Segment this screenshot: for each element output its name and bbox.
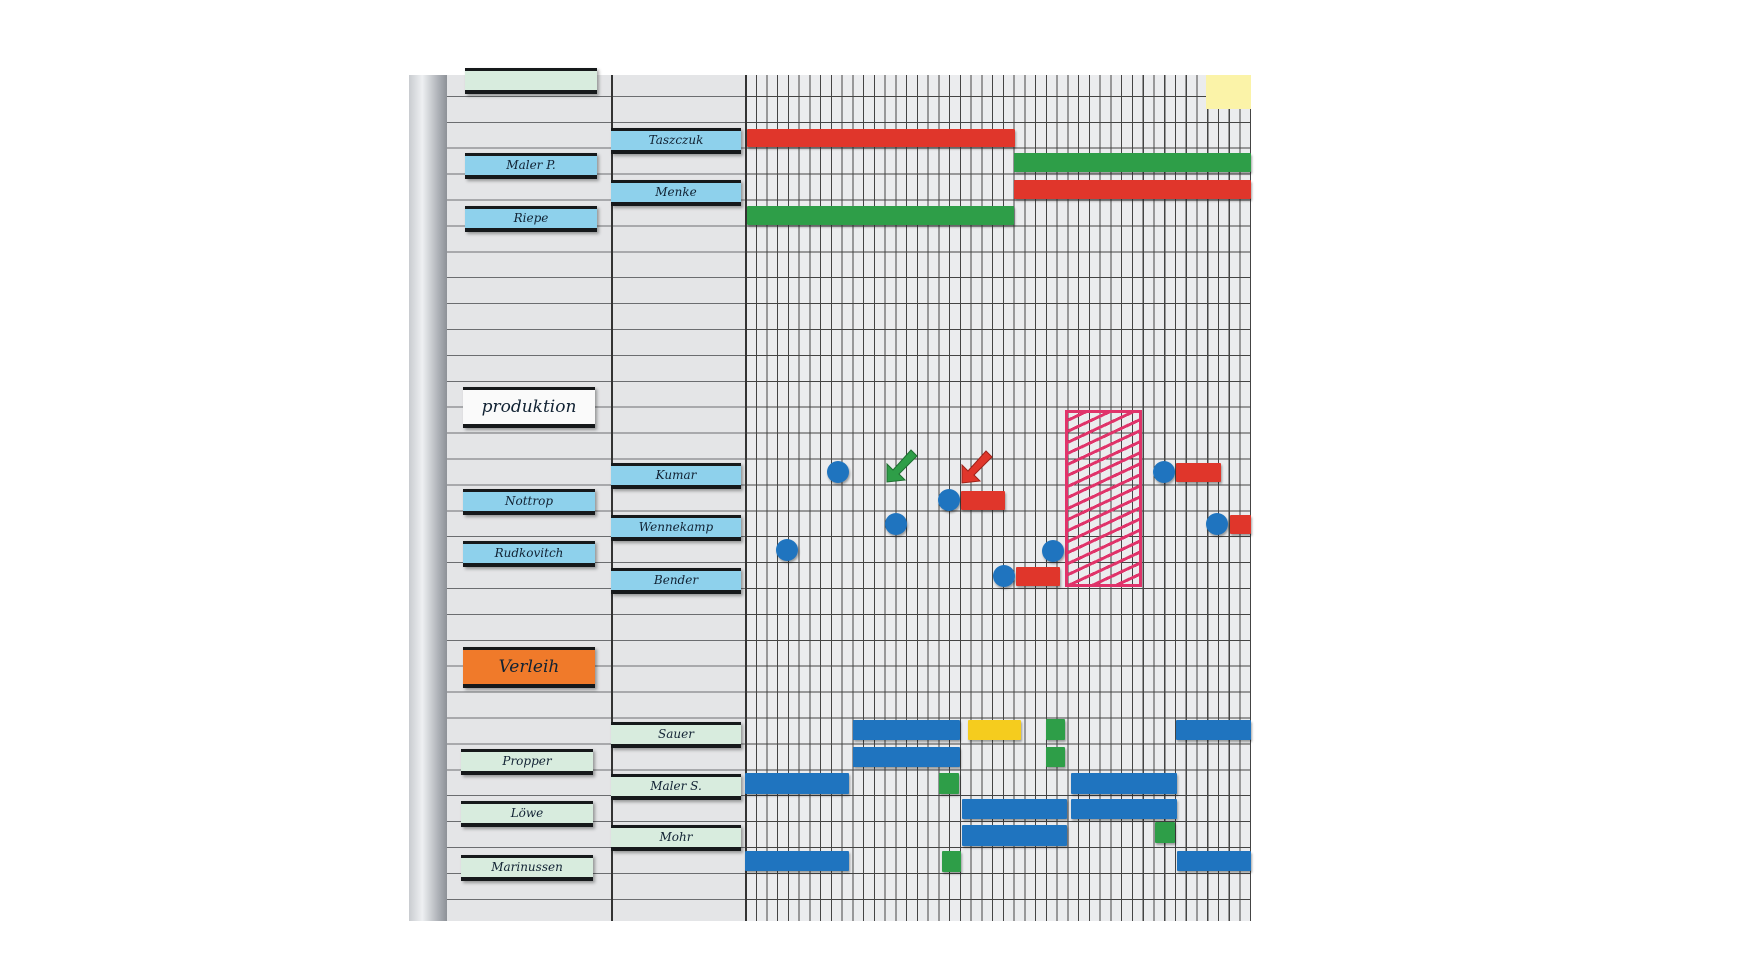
name-label[interactable]: Taszczuk bbox=[611, 128, 741, 154]
red-bar[interactable] bbox=[1016, 567, 1060, 586]
hatched-block bbox=[1065, 410, 1142, 587]
blue-bar[interactable] bbox=[962, 825, 1067, 846]
green-square[interactable] bbox=[939, 773, 959, 794]
green-square[interactable] bbox=[1046, 719, 1065, 740]
name-label[interactable]: Wennekamp bbox=[611, 515, 741, 541]
blue-bar[interactable] bbox=[1071, 773, 1177, 794]
column-divider bbox=[745, 75, 747, 921]
check-arrow-icon bbox=[886, 449, 918, 483]
aluminium-frame bbox=[409, 75, 447, 921]
green-square[interactable] bbox=[1046, 747, 1065, 767]
green-square[interactable] bbox=[942, 851, 961, 872]
name-label[interactable]: Löwe bbox=[461, 801, 593, 827]
name-label[interactable]: Nottrop bbox=[463, 489, 595, 515]
blue-bar[interactable] bbox=[853, 720, 960, 740]
yellow-bar[interactable] bbox=[968, 720, 1021, 740]
blue-magnet-dot[interactable] bbox=[827, 461, 849, 483]
name-label[interactable]: Riepe bbox=[465, 206, 597, 232]
blue-magnet-dot[interactable] bbox=[938, 489, 960, 511]
name-label[interactable]: Mohr bbox=[611, 825, 741, 851]
blue-bar[interactable] bbox=[962, 799, 1067, 819]
name-label[interactable] bbox=[465, 68, 597, 94]
green-bar[interactable] bbox=[747, 206, 1014, 225]
blue-magnet-dot[interactable] bbox=[776, 539, 798, 561]
blue-bar[interactable] bbox=[1071, 799, 1177, 819]
blue-magnet-dot[interactable] bbox=[1042, 540, 1064, 562]
red-bar[interactable] bbox=[747, 129, 1015, 147]
blue-bar[interactable] bbox=[745, 851, 849, 871]
blue-magnet-dot[interactable] bbox=[885, 513, 907, 535]
sticky-note bbox=[1206, 75, 1251, 109]
name-label[interactable]: Rudkovitch bbox=[463, 541, 595, 567]
name-label[interactable]: Bender bbox=[611, 568, 741, 594]
name-label[interactable]: Propper bbox=[461, 749, 593, 775]
blue-bar[interactable] bbox=[853, 747, 960, 767]
red-bar[interactable] bbox=[1176, 463, 1221, 482]
blue-magnet-dot[interactable] bbox=[1153, 461, 1175, 483]
group-label-produktion[interactable]: produktion bbox=[463, 387, 595, 428]
name-label[interactable]: Maler P. bbox=[465, 153, 597, 179]
red-bar[interactable] bbox=[1230, 515, 1251, 534]
arrow-down-left-icon bbox=[961, 450, 993, 484]
blue-bar[interactable] bbox=[1177, 851, 1251, 871]
blue-magnet-dot[interactable] bbox=[993, 565, 1015, 587]
green-bar[interactable] bbox=[1014, 153, 1251, 172]
name-label[interactable]: Menke bbox=[611, 180, 741, 206]
name-label[interactable]: Sauer bbox=[611, 722, 741, 748]
green-square[interactable] bbox=[1155, 822, 1175, 843]
blue-magnet-dot[interactable] bbox=[1206, 513, 1228, 535]
red-bar[interactable] bbox=[961, 491, 1005, 510]
blue-bar[interactable] bbox=[1176, 720, 1251, 740]
name-label[interactable]: Marinussen bbox=[461, 855, 593, 881]
red-bar[interactable] bbox=[1014, 180, 1251, 199]
blue-bar[interactable] bbox=[745, 773, 849, 794]
group-label-verleih[interactable]: Verleih bbox=[463, 647, 595, 688]
name-label[interactable]: Kumar bbox=[611, 463, 741, 489]
name-label[interactable]: Maler S. bbox=[611, 774, 741, 800]
column-divider bbox=[611, 75, 613, 921]
